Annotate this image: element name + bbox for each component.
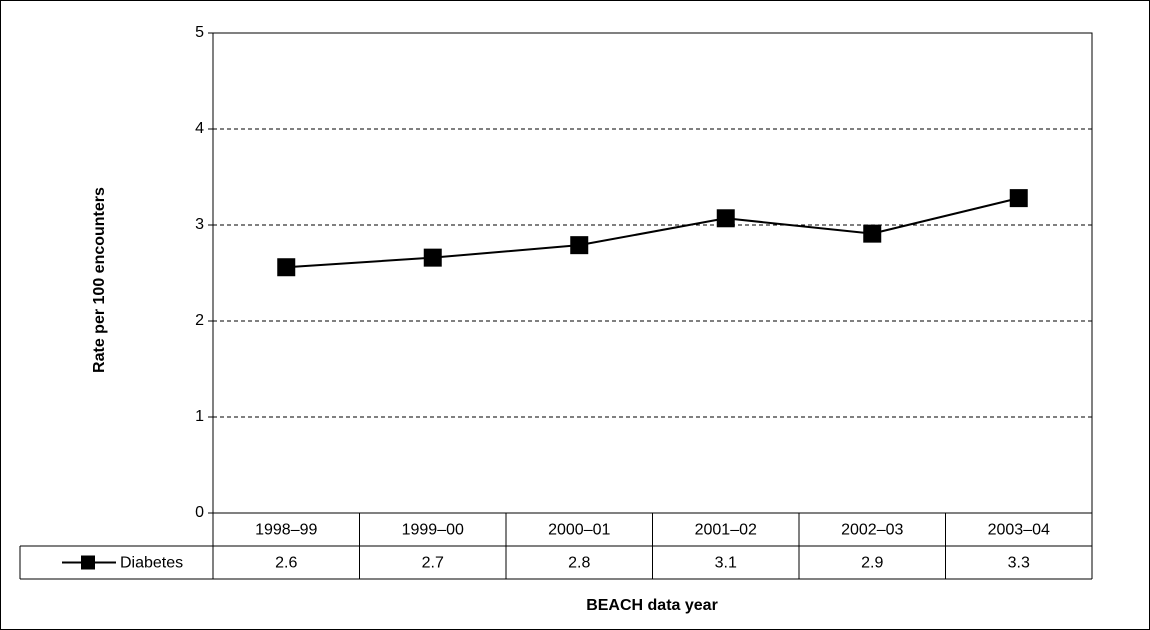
data-label: 3.3 <box>1008 555 1030 572</box>
y-axis-label: Rate per 100 encounters <box>91 187 108 373</box>
y-tick-label: 4 <box>195 120 204 137</box>
point-marker <box>570 236 589 255</box>
x-tick-label: 1998–99 <box>255 522 317 539</box>
y-tick-label: 3 <box>195 216 204 233</box>
data-label: 3.1 <box>715 555 737 572</box>
legend-marker <box>81 555 95 570</box>
data-label: 2.8 <box>568 555 590 572</box>
point-marker <box>863 224 882 243</box>
point-marker <box>277 258 296 277</box>
point-marker <box>716 209 735 228</box>
legend-label: Diabetes <box>120 555 183 572</box>
x-tick-label: 2000–01 <box>548 522 610 539</box>
data-label: 2.7 <box>422 555 444 572</box>
series-line <box>286 197 1019 269</box>
point-marker <box>423 248 442 267</box>
y-tick-label: 1 <box>195 408 204 425</box>
x-tick-label: 2001–02 <box>695 522 757 539</box>
y-tick-label: 0 <box>195 504 204 521</box>
x-tick-label: 2002–03 <box>841 522 903 539</box>
y-tick-label: 5 <box>195 24 204 41</box>
point-marker <box>1009 189 1028 208</box>
x-tick-label: 2003–04 <box>988 522 1050 539</box>
plot-border <box>212 32 1093 514</box>
x-axis-label: BEACH data year <box>586 597 718 614</box>
data-label: 2.6 <box>275 555 297 572</box>
y-tick-label: 2 <box>195 312 204 329</box>
x-tick-label: 1999–00 <box>402 522 464 539</box>
data-label: 2.9 <box>861 555 883 572</box>
